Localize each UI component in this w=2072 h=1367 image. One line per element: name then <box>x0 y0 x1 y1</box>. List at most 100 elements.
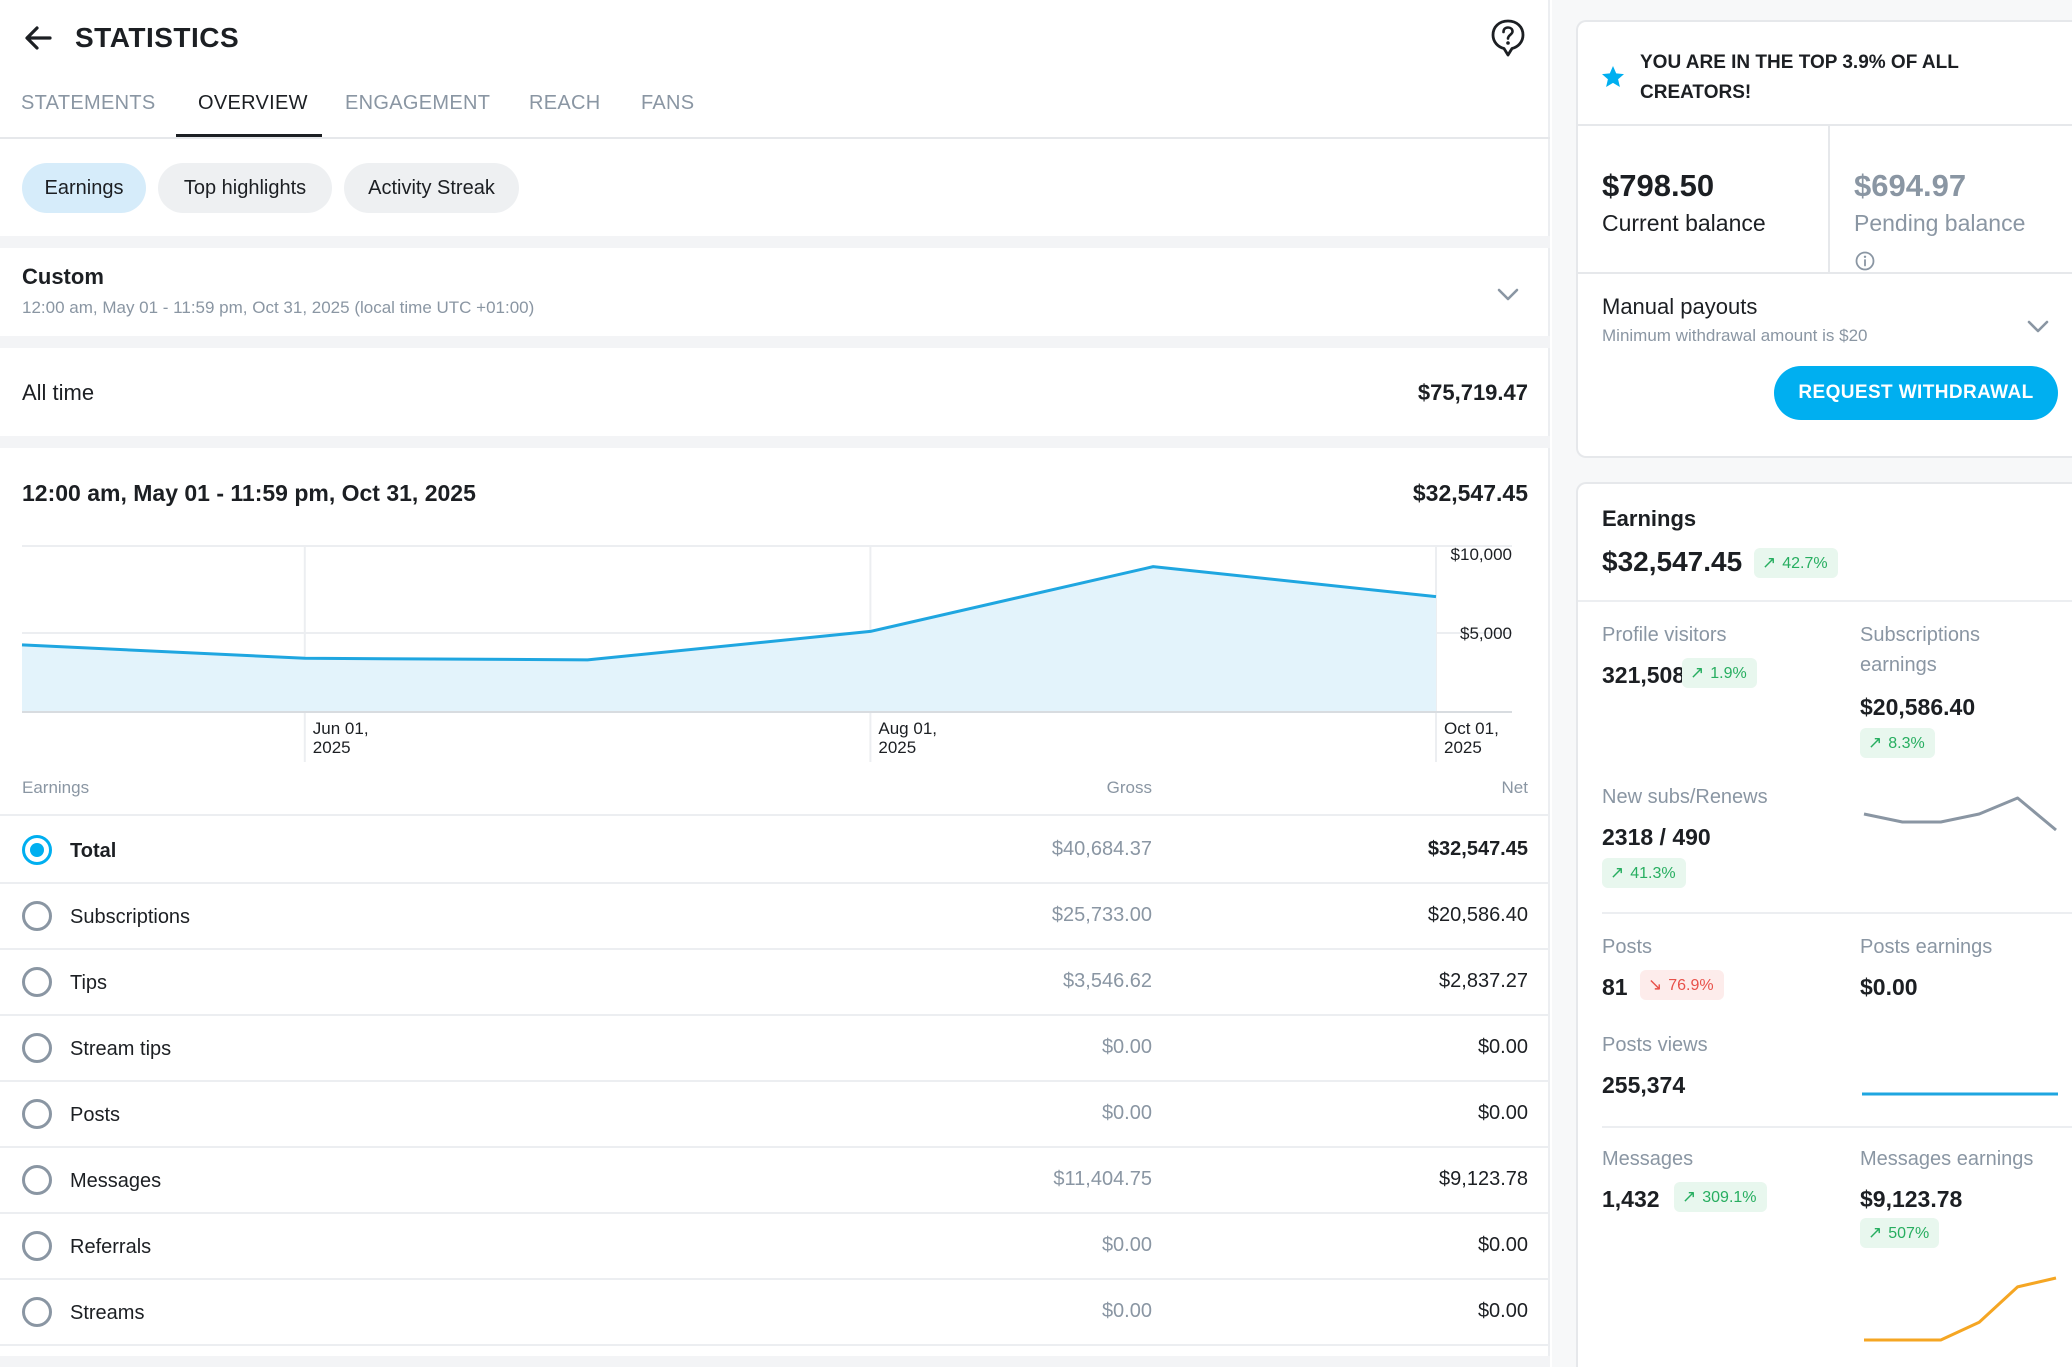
row-gross: $0.00 <box>1101 1102 1152 1124</box>
posts-views-label: Posts views <box>1602 1034 1708 1056</box>
trend-down-icon: ↘ <box>1648 975 1663 994</box>
messages-earnings-label: Messages earnings <box>1860 1148 2034 1170</box>
posts-label: Posts <box>1602 936 1653 958</box>
row-net: $2,837.27 <box>1439 970 1528 992</box>
table-row[interactable]: Subscriptions $25,733.00 $20,586.40 <box>0 884 1550 950</box>
info-icon[interactable] <box>1854 250 1876 272</box>
manual-payouts-row[interactable]: Manual payouts Minimum withdrawal amount… <box>1578 272 2072 382</box>
column-header-net: Net <box>1501 778 1528 797</box>
row-gross: $3,546.62 <box>1063 970 1152 992</box>
x-tick-label: 2025 <box>313 738 351 757</box>
x-tick-label: 2025 <box>878 738 916 757</box>
table-row[interactable]: Stream tips $0.00 $0.00 <box>0 1016 1550 1082</box>
payouts-subtitle: Minimum withdrawal amount is $20 <box>1602 326 1868 345</box>
row-label: Streams <box>70 1302 145 1324</box>
tab-reach[interactable]: REACH <box>529 92 601 114</box>
all-time-value: $75,719.47 <box>1417 380 1528 405</box>
current-balance-amount: $798.50 <box>1602 168 1715 203</box>
x-tick-label: Jun 01, <box>313 719 369 738</box>
table-header: Earnings Gross Net <box>0 770 1550 816</box>
posts-views-sparkline <box>1862 1092 2058 1096</box>
row-net: $0.00 <box>1477 1102 1528 1124</box>
posts-earnings-value: $0.00 <box>1860 974 1918 1000</box>
chevron-down-icon[interactable] <box>2024 312 2052 340</box>
radio-button[interactable] <box>22 1297 52 1327</box>
radio-button[interactable] <box>22 1033 52 1063</box>
banner-text: YOU ARE IN THE TOP 3.9% OF ALL CREATORS! <box>1640 52 1959 103</box>
current-balance: $798.50 Current balance <box>1578 126 1830 272</box>
earnings-title: Earnings <box>1602 506 1697 531</box>
tab-fans[interactable]: FANS <box>641 92 695 114</box>
chip-activity-streak[interactable]: Activity Streak <box>344 163 519 213</box>
radio-button[interactable] <box>22 901 52 931</box>
row-gross: $25,733.00 <box>1051 904 1152 926</box>
chevron-down-icon[interactable] <box>1494 280 1522 308</box>
row-label: Posts <box>70 1104 121 1126</box>
table-row[interactable]: Posts $0.00 $0.00 <box>0 1082 1550 1148</box>
period-subtitle: 12:00 am, May 01 - 11:59 pm, Oct 31, 202… <box>22 298 535 317</box>
table-row[interactable]: Messages $11,404.75 $9,123.78 <box>0 1148 1550 1214</box>
range-value: $32,547.45 <box>1412 480 1528 506</box>
x-tick-label: 2025 <box>1444 738 1482 757</box>
radio-button[interactable] <box>22 835 52 865</box>
area-fill <box>22 566 1436 712</box>
period-selector[interactable]: Custom 12:00 am, May 01 - 11:59 pm, Oct … <box>0 248 1550 336</box>
row-gross: $0.00 <box>1101 1036 1152 1058</box>
new-subs-label: New subs/Renews <box>1602 786 1768 808</box>
earnings-summary-card: Earnings $32,547.45 ↗ 42.7% Profile visit… <box>1576 482 2072 1367</box>
radio-button[interactable] <box>22 967 52 997</box>
active-tab-indicator <box>176 134 322 137</box>
tab-statements[interactable]: STATEMENTS <box>21 92 156 114</box>
tab-overview[interactable]: OVERVIEW <box>198 92 308 114</box>
row-net: $0.00 <box>1477 1234 1528 1256</box>
chip-earnings[interactable]: Earnings <box>22 163 146 213</box>
radio-button[interactable] <box>22 1099 52 1129</box>
row-net: $0.00 <box>1477 1300 1528 1322</box>
earnings-amount: $32,547.45 <box>1602 546 1743 577</box>
table-row[interactable]: Tips $3,546.62 $2,837.27 <box>0 950 1550 1016</box>
radio-button[interactable] <box>22 1231 52 1261</box>
all-time-label: All time <box>22 380 95 405</box>
posts-badge: ↘ 76.9% <box>1640 970 1724 1000</box>
tab-bar: STATEMENTS OVERVIEW ENGAGEMENT REACH FAN… <box>0 76 1550 139</box>
profile-visitors-label: Profile visitors <box>1602 624 1727 646</box>
table-row[interactable]: Streams $0.00 $0.00 <box>0 1280 1550 1346</box>
trend-up-icon: ↗ <box>1868 733 1883 752</box>
series-line <box>21 565 1437 662</box>
table-row[interactable]: Referrals $0.00 $0.00 <box>0 1214 1550 1280</box>
messages-earnings-sparkline <box>1864 1276 2057 1342</box>
row-gross: $0.00 <box>1101 1300 1152 1322</box>
chip-row: Earnings Top highlights Activity Streak <box>0 140 1550 236</box>
table-row[interactable]: Total $40,684.37 $32,547.45 <box>0 818 1550 884</box>
messages-label: Messages <box>1602 1148 1694 1170</box>
help-icon[interactable] <box>1490 18 1526 58</box>
messages-value: 1,432 <box>1602 1186 1660 1212</box>
earnings-change-badge: ↗ 42.7% <box>1754 548 1838 578</box>
card-divider <box>1578 600 2072 602</box>
pending-balance-amount: $694.97 <box>1854 168 1967 203</box>
chip-top-highlights[interactable]: Top highlights <box>158 163 332 213</box>
back-arrow-icon[interactable] <box>20 20 56 56</box>
subscriptions-earnings-label: Subscriptions earnings <box>1860 624 1981 676</box>
card-divider <box>1602 912 2072 914</box>
payouts-title: Manual payouts <box>1602 294 1758 319</box>
request-withdrawal-button[interactable]: REQUEST WITHDRAWAL <box>1774 366 2058 420</box>
column-header-earnings: Earnings <box>22 778 90 797</box>
trend-up-icon: ↗ <box>1868 1223 1883 1242</box>
section-divider <box>0 1356 1550 1367</box>
row-net: $20,586.40 <box>1427 904 1528 926</box>
balance-card: YOU ARE IN THE TOP 3.9% OF ALL CREATORS!… <box>1576 20 2072 458</box>
star-icon <box>1602 66 1624 87</box>
sparkline-line <box>1864 1276 2057 1342</box>
posts-value: 81 <box>1602 974 1628 1000</box>
section-divider <box>0 236 1550 248</box>
profile-visitors-badge: ↗ 1.9% <box>1682 658 1757 688</box>
row-label: Stream tips <box>70 1038 172 1060</box>
current-balance-label: Current balance <box>1602 210 1766 236</box>
tab-engagement[interactable]: ENGAGEMENT <box>345 92 491 114</box>
radio-button[interactable] <box>22 1165 52 1195</box>
range-summary: 12:00 am, May 01 - 11:59 pm, Oct 31, 202… <box>0 448 1550 538</box>
pending-balance-label: Pending balance <box>1854 210 2026 236</box>
row-label: Messages <box>70 1170 162 1192</box>
